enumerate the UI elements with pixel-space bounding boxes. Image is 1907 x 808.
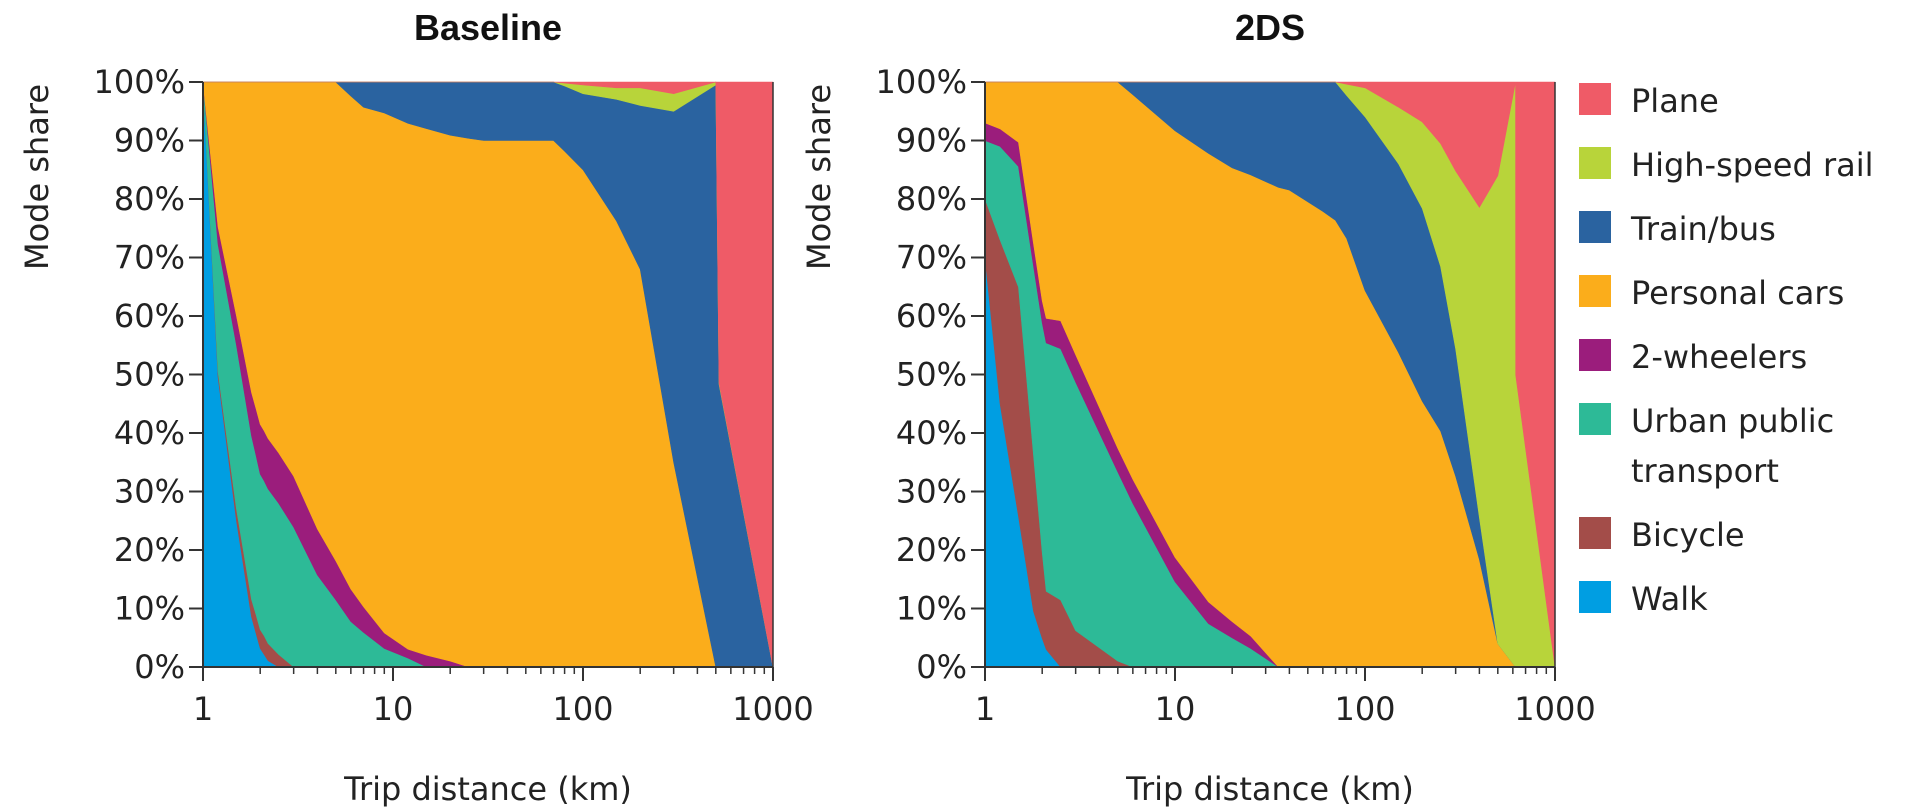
x-axis-label: Trip distance (km) bbox=[343, 770, 632, 808]
legend-item-bicycle: Bicycle bbox=[1579, 516, 1745, 554]
legend-label: Plane bbox=[1631, 82, 1719, 120]
y-tick-label: 40% bbox=[896, 414, 967, 452]
legend-item-walk: Walk bbox=[1579, 580, 1708, 618]
y-tick-label: 100% bbox=[876, 63, 967, 101]
y-tick-label: 20% bbox=[896, 531, 967, 569]
x-tick-label: 1 bbox=[193, 690, 213, 728]
y-tick-label: 70% bbox=[896, 239, 967, 277]
chart-baseline: 0% 10% 20% 30% 40% 50% 60% 70% 80% 90% 100% 1 10 100 1… bbox=[18, 7, 814, 808]
legend-label: Walk bbox=[1631, 580, 1708, 618]
y-tick-label: 50% bbox=[114, 356, 185, 394]
legend-label: Personal cars bbox=[1631, 274, 1844, 312]
legend: Plane High-speed rail Train/bus Personal ca… bbox=[1579, 82, 1873, 618]
y-tick-label: 0% bbox=[134, 648, 185, 686]
y-tick-label: 80% bbox=[114, 180, 185, 218]
y-tick-label: 60% bbox=[114, 297, 185, 335]
y-tick-label: 100% bbox=[94, 63, 185, 101]
chart-title: 2DS bbox=[1235, 7, 1305, 48]
y-tick-label: 90% bbox=[114, 122, 185, 160]
chart-title: Baseline bbox=[414, 7, 562, 48]
y-tick-label: 40% bbox=[114, 414, 185, 452]
legend-swatch bbox=[1579, 147, 1611, 179]
legend-label: transport bbox=[1631, 452, 1779, 490]
y-tick-label: 0% bbox=[916, 648, 967, 686]
legend-item-2-wheelers: 2-wheelers bbox=[1579, 338, 1807, 376]
x-tick-label: 10 bbox=[1155, 690, 1196, 728]
legend-swatch bbox=[1579, 339, 1611, 371]
legend-swatch bbox=[1579, 581, 1611, 613]
x-tick-label: 1000 bbox=[1514, 690, 1595, 728]
y-tick-label: 30% bbox=[896, 473, 967, 511]
x-tick-label: 1 bbox=[975, 690, 995, 728]
legend-label: Bicycle bbox=[1631, 516, 1745, 554]
x-axis-label: Trip distance (km) bbox=[1125, 770, 1414, 808]
legend-swatch bbox=[1579, 403, 1611, 435]
legend-item-train-bus: Train/bus bbox=[1579, 210, 1776, 248]
legend-label: High-speed rail bbox=[1631, 146, 1873, 184]
legend-swatch bbox=[1579, 275, 1611, 307]
legend-swatch bbox=[1579, 83, 1611, 115]
legend-item-urban-public-transport: Urban public transport bbox=[1579, 402, 1834, 490]
chart-2ds: 0% 10% 20% 30% 40% 50% 60% 70% 80% 90% 100% 1 10 100 1… bbox=[800, 7, 1596, 808]
x-tick-label: 100 bbox=[1334, 690, 1395, 728]
y-tick-label: 20% bbox=[114, 531, 185, 569]
y-tick-label: 70% bbox=[114, 239, 185, 277]
y-axis-label: Mode share bbox=[800, 84, 838, 270]
legend-swatch bbox=[1579, 211, 1611, 243]
legend-label: Urban public bbox=[1631, 402, 1834, 440]
y-tick-label: 10% bbox=[114, 590, 185, 628]
y-tick-label: 10% bbox=[896, 590, 967, 628]
x-tick-label: 100 bbox=[552, 690, 613, 728]
y-tick-label: 50% bbox=[896, 356, 967, 394]
legend-item-plane: Plane bbox=[1579, 82, 1719, 120]
y-tick-label: 60% bbox=[896, 297, 967, 335]
legend-label: Train/bus bbox=[1630, 210, 1776, 248]
y-tick-label: 90% bbox=[896, 122, 967, 160]
x-tick-label: 10 bbox=[373, 690, 414, 728]
legend-swatch bbox=[1579, 517, 1611, 549]
y-tick-label: 30% bbox=[114, 473, 185, 511]
y-tick-label: 80% bbox=[896, 180, 967, 218]
legend-item-high-speed-rail: High-speed rail bbox=[1579, 146, 1873, 184]
legend-item-personal-cars: Personal cars bbox=[1579, 274, 1844, 312]
legend-label: 2-wheelers bbox=[1631, 338, 1807, 376]
x-tick-label: 1000 bbox=[732, 690, 813, 728]
y-axis-label: Mode share bbox=[18, 84, 56, 270]
